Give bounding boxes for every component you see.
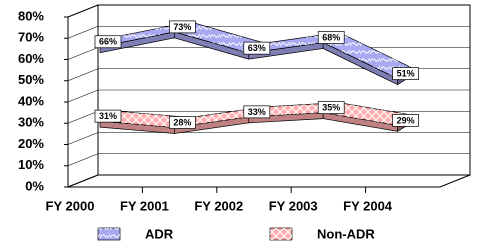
ribbon-front-shade [174, 31, 249, 60]
y-tick-label: 50% [18, 72, 44, 87]
x-tick-label: FY 2000 [46, 198, 95, 213]
ribbon-front-shade [174, 116, 249, 134]
grid-line [67, 4, 470, 18]
legend-label: ADR [145, 226, 174, 241]
y-tick-label: 0% [25, 178, 44, 193]
y-tick-label: 70% [18, 30, 44, 45]
value-label: 29% [397, 115, 415, 125]
value-label: 68% [322, 32, 340, 42]
y-tick-label: 30% [18, 115, 44, 130]
grid-line [67, 174, 470, 188]
grid-line [67, 132, 470, 145]
x-tick-label: FY 2003 [269, 198, 318, 213]
ribbon-front-shade [248, 42, 324, 60]
y-tick-label: 60% [18, 51, 44, 66]
ribbon-texture [100, 111, 191, 128]
y-tick-label: 40% [18, 93, 44, 108]
value-label-box [169, 20, 196, 34]
value-label: 31% [99, 111, 117, 121]
value-label: 33% [248, 107, 266, 117]
x-tick-label: FY 2001 [120, 198, 169, 213]
grid-line [67, 89, 470, 103]
grid-line [67, 25, 470, 39]
grid-line [67, 68, 470, 82]
ribbon-texture [100, 21, 191, 47]
ribbon-front-shade [323, 42, 398, 85]
value-label: 35% [322, 103, 340, 113]
x-tick-label: FY 2002 [194, 198, 243, 213]
value-label-box [317, 101, 345, 114]
ribbon-texture [174, 106, 265, 128]
ribbon-texture [323, 32, 414, 79]
ribbon-front-shade [323, 112, 398, 132]
value-label-box [94, 35, 122, 49]
value-label-box [94, 109, 122, 123]
grid-line [67, 153, 470, 167]
ribbon-texture [174, 21, 265, 54]
value-label: 28% [173, 117, 191, 127]
value-label: 51% [397, 69, 415, 79]
floor [67, 174, 471, 188]
ribbon-texture [248, 102, 340, 117]
value-label-box [392, 114, 419, 127]
legend-label: Non-ADR [317, 226, 375, 241]
y-tick-label: 10% [18, 157, 44, 172]
value-label-box [243, 41, 271, 55]
value-label: 73% [173, 22, 191, 32]
ribbon-texture [323, 102, 414, 126]
legend-swatch-texture [98, 228, 120, 240]
y-tick-label: 20% [18, 136, 44, 151]
ribbon-texture [248, 32, 340, 54]
value-label-box [392, 67, 419, 80]
value-label: 66% [99, 37, 117, 47]
x-tick-label: FY 2004 [343, 198, 393, 213]
value-label-box [317, 31, 345, 44]
value-label: 63% [248, 43, 266, 53]
y-tick-label: 80% [18, 8, 44, 23]
value-label-box [169, 116, 196, 129]
ribbon-front-shade [248, 112, 324, 123]
legend-swatch-texture [270, 228, 292, 240]
value-label-box [243, 105, 271, 119]
ribbon-front-shade [100, 121, 175, 134]
